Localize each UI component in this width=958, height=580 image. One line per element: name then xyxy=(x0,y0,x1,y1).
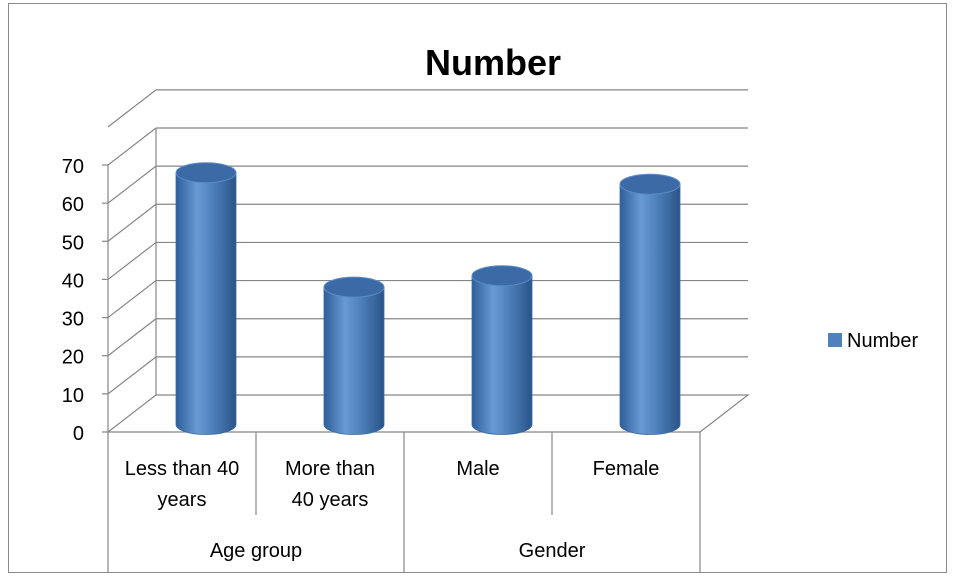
bar xyxy=(471,265,533,435)
bar-top xyxy=(619,173,681,195)
bar-body xyxy=(471,275,533,435)
chart-title: Number xyxy=(425,42,561,83)
gridline-side xyxy=(107,203,157,242)
bar-top xyxy=(323,276,385,298)
y-tick-label: 0 xyxy=(73,423,84,445)
bar xyxy=(619,173,681,435)
y-tick-label: 70 xyxy=(62,156,84,178)
y-tick-label: 50 xyxy=(62,232,84,254)
category-label: years xyxy=(158,489,207,511)
bar-top xyxy=(471,265,533,287)
y-axis-ticks: 0 10 20 30 40 50 60 70 xyxy=(62,156,108,445)
gridline-side xyxy=(107,318,157,357)
legend-label: Number xyxy=(847,330,918,352)
y-tick-label: 30 xyxy=(62,309,84,331)
category-label: Male xyxy=(456,458,499,480)
category-label: More than xyxy=(285,458,375,480)
gridline-side xyxy=(107,241,157,280)
bar-body xyxy=(323,286,385,435)
bar-top xyxy=(175,162,237,184)
y-tick-label: 20 xyxy=(62,347,84,369)
gridline-side xyxy=(107,89,157,128)
legend: Number xyxy=(828,330,918,352)
gridline-side xyxy=(107,280,157,319)
y-tick-label: 40 xyxy=(62,270,84,292)
y-tick-label: 10 xyxy=(62,385,84,407)
y-tick-label: 60 xyxy=(62,194,84,216)
group-label: Age group xyxy=(210,540,302,562)
bar xyxy=(175,162,237,435)
bar-body xyxy=(175,172,237,435)
bar-body xyxy=(619,183,681,435)
category-label: Female xyxy=(593,458,660,480)
gridline-side xyxy=(107,356,157,395)
gridline-side xyxy=(107,127,157,166)
gridline-side xyxy=(107,165,157,204)
category-label: Less than 40 xyxy=(125,458,240,480)
floor-outline xyxy=(107,394,750,433)
bar xyxy=(323,276,385,435)
group-label: Gender xyxy=(519,540,586,562)
x-axis: Less than 40 years More than 40 years Male Fe… xyxy=(107,432,701,573)
bars xyxy=(175,162,681,435)
legend-swatch xyxy=(828,333,842,347)
category-label: 40 years xyxy=(292,489,369,511)
